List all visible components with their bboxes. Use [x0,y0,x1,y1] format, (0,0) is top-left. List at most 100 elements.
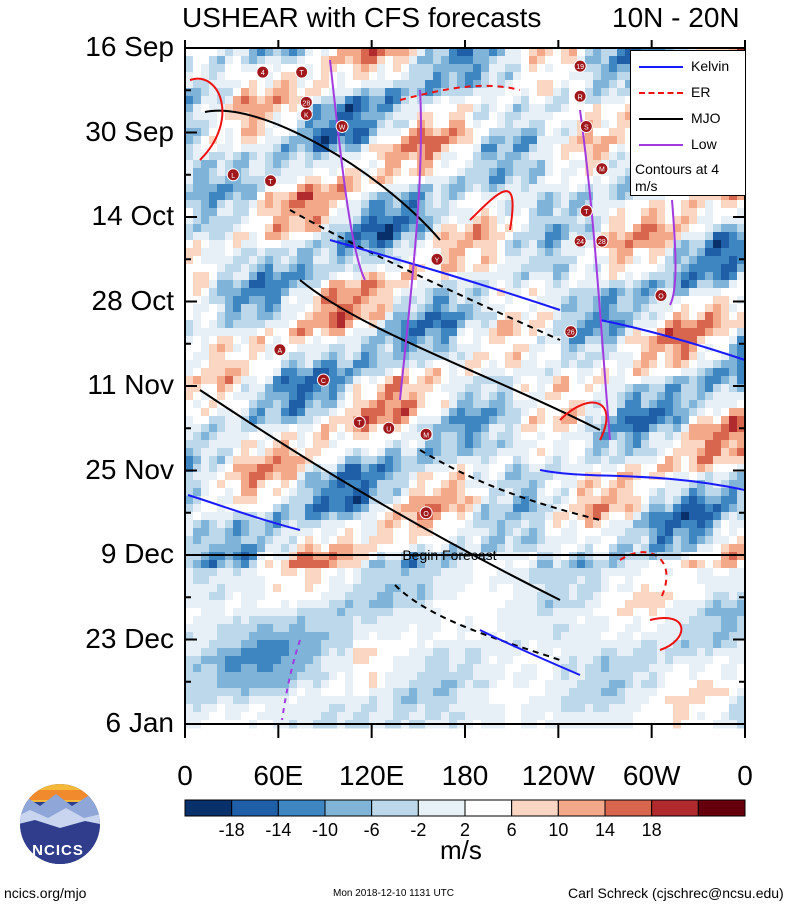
colorbar-swatch [557,799,606,817]
mjo-contour [394,584,561,661]
storm-marker: T [579,204,593,218]
storm-marker: R [573,89,587,103]
kelvin-contour [539,469,746,491]
storm-marker-circle [579,119,593,133]
storm-marker-circle [226,168,240,182]
storm-marker-circle [264,174,278,188]
mjo-contour [289,209,561,341]
er-contour [189,77,224,161]
storm-marker: 28 [299,95,313,109]
kelvin-contour [329,239,561,311]
storm-marker-label: 28 [302,100,310,107]
kelvin-contour [187,494,301,531]
er-contour [649,617,683,651]
storm-marker-label: O [658,293,664,300]
low-contour [669,199,677,306]
storm-marker-label: 26 [567,330,575,337]
storm-marker-label: O [423,511,429,518]
y-tick-label: 30 Sep [85,115,174,147]
storm-marker-circle [382,421,396,435]
er-contour [469,190,514,231]
storm-marker: O [654,288,668,302]
storm-marker-label: U [386,426,391,433]
colorbar-swatch [277,799,326,817]
axis-ticks [184,40,746,738]
storm-marker-label: W [339,124,346,131]
colorbar-tick-label: 14 [594,820,616,840]
storm-marker: M [595,162,609,176]
storm-marker-circle [573,89,587,103]
storm-marker-circle [595,162,609,176]
storm-marker: A [273,343,287,357]
mjo-contour [204,109,441,241]
storm-marker-label: M [599,167,605,174]
storm-marker-circle [295,65,309,79]
storm-marker: 19 [573,59,587,73]
colorbar-swatch [324,799,373,817]
footer-author: Carl Schreck (cjschrec@ncsu.edu) [568,885,784,901]
storm-marker-circle [419,427,433,441]
storm-marker-circle [335,119,349,133]
storm-marker-circle [299,107,313,121]
colorbar-swatch [231,799,279,817]
storm-marker-label: T [357,420,362,427]
colorbar-swatch [464,799,513,817]
kelvin-contour [479,629,581,676]
storm-marker: W [335,119,349,133]
storm-marker-label: 19 [576,64,584,71]
y-tick-label: 28 Oct [91,284,174,316]
low-contour [579,109,611,441]
y-tick-label: 6 Jan [105,707,175,738]
colorbar-tick-label: -14 [265,820,292,840]
contour-interval-note: Contours at 4 m/s [635,161,720,194]
latitude-band-title: 10N - 20N [612,2,740,33]
footer-timestamp: Mon 2018-12-10 1131 UTC [333,888,454,899]
legend-swatch-mjo [639,118,683,120]
x-tick-label: 0 [737,760,753,791]
storm-marker-label: 28 [598,239,606,246]
er-contour [559,401,608,441]
colorbar-tick-label: 2 [459,820,471,840]
storm-marker-label: T [300,70,305,77]
mjo-contour [299,279,601,431]
chart-title: USHEAR with CFS forecasts [182,2,542,33]
colorbar-tick-label: 6 [506,820,517,840]
storm-marker-label: C [321,378,326,385]
storm-marker-circle [654,288,668,302]
x-tick-label: 120W [521,760,595,791]
mjo-contour [199,389,561,601]
storm-marker-label: T [584,209,589,216]
legend-label-low: Low [691,136,717,152]
colorbar-tick-label: -6 [363,820,380,840]
storm-marker: 28 [595,234,609,248]
legend-swatch-er [639,92,683,94]
storm-marker: T [264,174,278,188]
storm-marker-circle [430,252,444,266]
colorbar-tick-label: 10 [548,820,569,840]
storm-marker: 24 [573,234,587,248]
legend-swatch-kelvin [639,66,683,68]
y-tick-label: 25 Nov [85,453,174,485]
storm-marker: U [382,421,396,435]
storm-marker-circle [352,415,366,429]
footer-website: ncics.org/mjo [4,885,87,901]
storm-marker-label: T [268,179,273,186]
storm-marker: L [226,168,240,182]
storm-marker: T [352,415,366,429]
x-tick-label: 60E [253,760,304,791]
storm-marker: Y [430,252,444,266]
storm-marker: O [419,506,433,520]
storm-marker-circle [573,59,587,73]
storm-marker-circle [316,373,330,387]
legend-label-er: ER [691,84,711,100]
forecast-start-label: Begin Forecast [402,547,496,563]
wave-contours [187,59,746,721]
storm-marker-label: Y [435,257,440,264]
storm-marker-label: 4 [261,70,265,77]
legend: Kelvin ER MJO Low Contours at 4 m/s [630,50,746,196]
x-tick-label: 60W [622,760,681,791]
storm-marker-circle [256,65,270,79]
legend-label-kelvin: Kelvin [691,58,730,74]
storm-marker: K [299,107,313,121]
storm-marker-circle [419,506,433,520]
